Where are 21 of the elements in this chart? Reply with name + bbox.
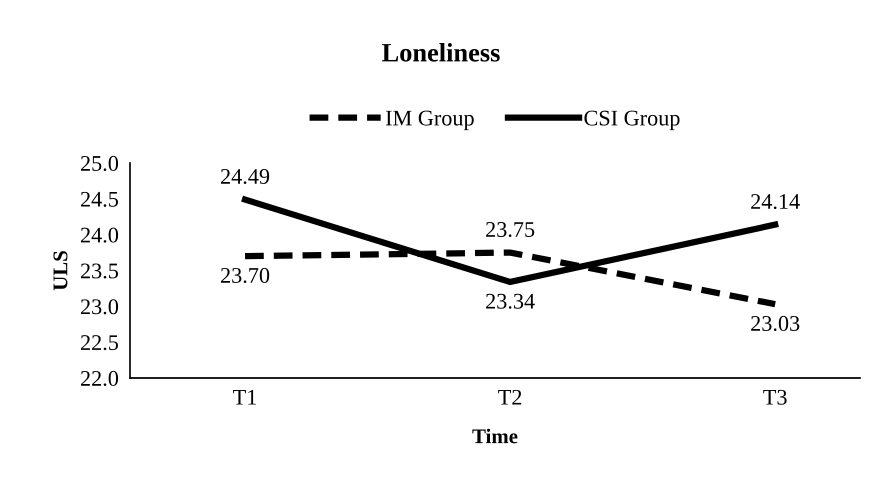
data-label: 23.75: [486, 222, 534, 238]
y-tick-label: 23.0: [80, 299, 118, 314]
x-tick-label: T3: [763, 390, 787, 405]
y-axis-title: ULS: [53, 251, 68, 290]
data-label: 23.70: [221, 268, 270, 284]
y-tick-label: 24.0: [80, 228, 118, 243]
y-tick-label: 24.5: [80, 192, 118, 207]
y-tick-label: 22.0: [80, 370, 118, 386]
y-tick-label: 25.0: [80, 156, 118, 172]
x-tick-label: T2: [498, 390, 522, 405]
y-tick-label: 23.5: [80, 263, 118, 279]
x-axis-title: Time: [472, 428, 518, 444]
x-tick-label: T1: [233, 390, 256, 405]
data-label: 23.34: [486, 294, 535, 309]
legend-label: CSI Group: [584, 110, 680, 130]
chart-title: Loneliness: [382, 43, 500, 62]
data-label: 24.14: [751, 194, 800, 210]
y-tick-label: 22.5: [80, 335, 118, 350]
legend-label: IM Group: [386, 110, 474, 130]
data-label: 23.03: [751, 316, 800, 332]
data-label: 24.49: [221, 168, 270, 184]
